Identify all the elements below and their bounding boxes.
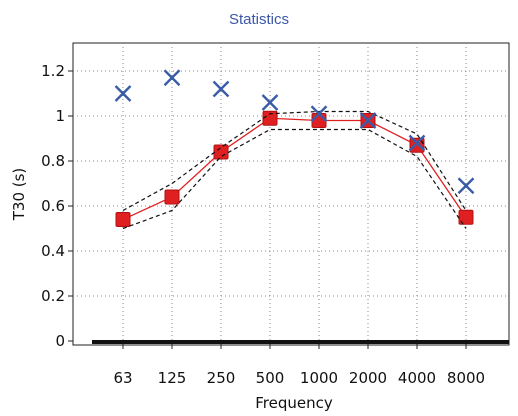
x-axis: 63 125 250 500 1000 2000 4000 8000	[92, 340, 509, 387]
series-3-point	[359, 112, 377, 129]
series-3-point	[212, 80, 230, 98]
y-tick-label: 1.2	[41, 62, 65, 80]
series-3-point	[163, 69, 181, 87]
plot-area	[72, 42, 510, 346]
series-3-point	[261, 94, 279, 111]
chart-title: Statistics	[229, 11, 289, 28]
series-0-line	[122, 117, 467, 221]
series-0-point	[262, 110, 278, 126]
y-tick-label: 0.4	[41, 242, 65, 260]
series-0-point	[409, 137, 425, 153]
series-0-point	[311, 113, 327, 128]
series-0-point	[164, 189, 180, 205]
grid-lines	[73, 43, 509, 341]
x-tick-label: 1000	[300, 369, 338, 387]
y-tick-label: 1	[55, 107, 65, 125]
x-tick-label: 4000	[398, 369, 436, 387]
x-tick-label: 2000	[349, 369, 387, 387]
series-layer	[114, 69, 475, 230]
series-3-point	[408, 134, 426, 152]
y-tick-label: 0.6	[41, 197, 65, 215]
y-tick-label: 0	[55, 332, 65, 350]
y-axis: 0 0.2 0.4 0.6 0.8 1 1.2	[41, 62, 73, 350]
y-axis-label: T30 (s)	[10, 168, 28, 222]
x-tick-label: 500	[256, 369, 285, 387]
series-2-line	[122, 110, 467, 212]
series-0-point	[115, 212, 131, 227]
series-3-point	[310, 105, 328, 123]
series-3-point	[114, 85, 132, 102]
series-0-point	[213, 144, 229, 160]
y-tick-label: 0.2	[41, 287, 65, 305]
y-tick-label: 0.8	[41, 152, 65, 170]
series-3-point	[457, 177, 475, 195]
x-tick-label: 125	[158, 369, 187, 387]
x-axis-label: Frequency	[255, 394, 333, 412]
x-tick-label: 63	[113, 369, 132, 387]
x-tick-label: 250	[207, 369, 236, 387]
x-tick-label: 8000	[447, 369, 485, 387]
series-1-line	[122, 128, 467, 230]
